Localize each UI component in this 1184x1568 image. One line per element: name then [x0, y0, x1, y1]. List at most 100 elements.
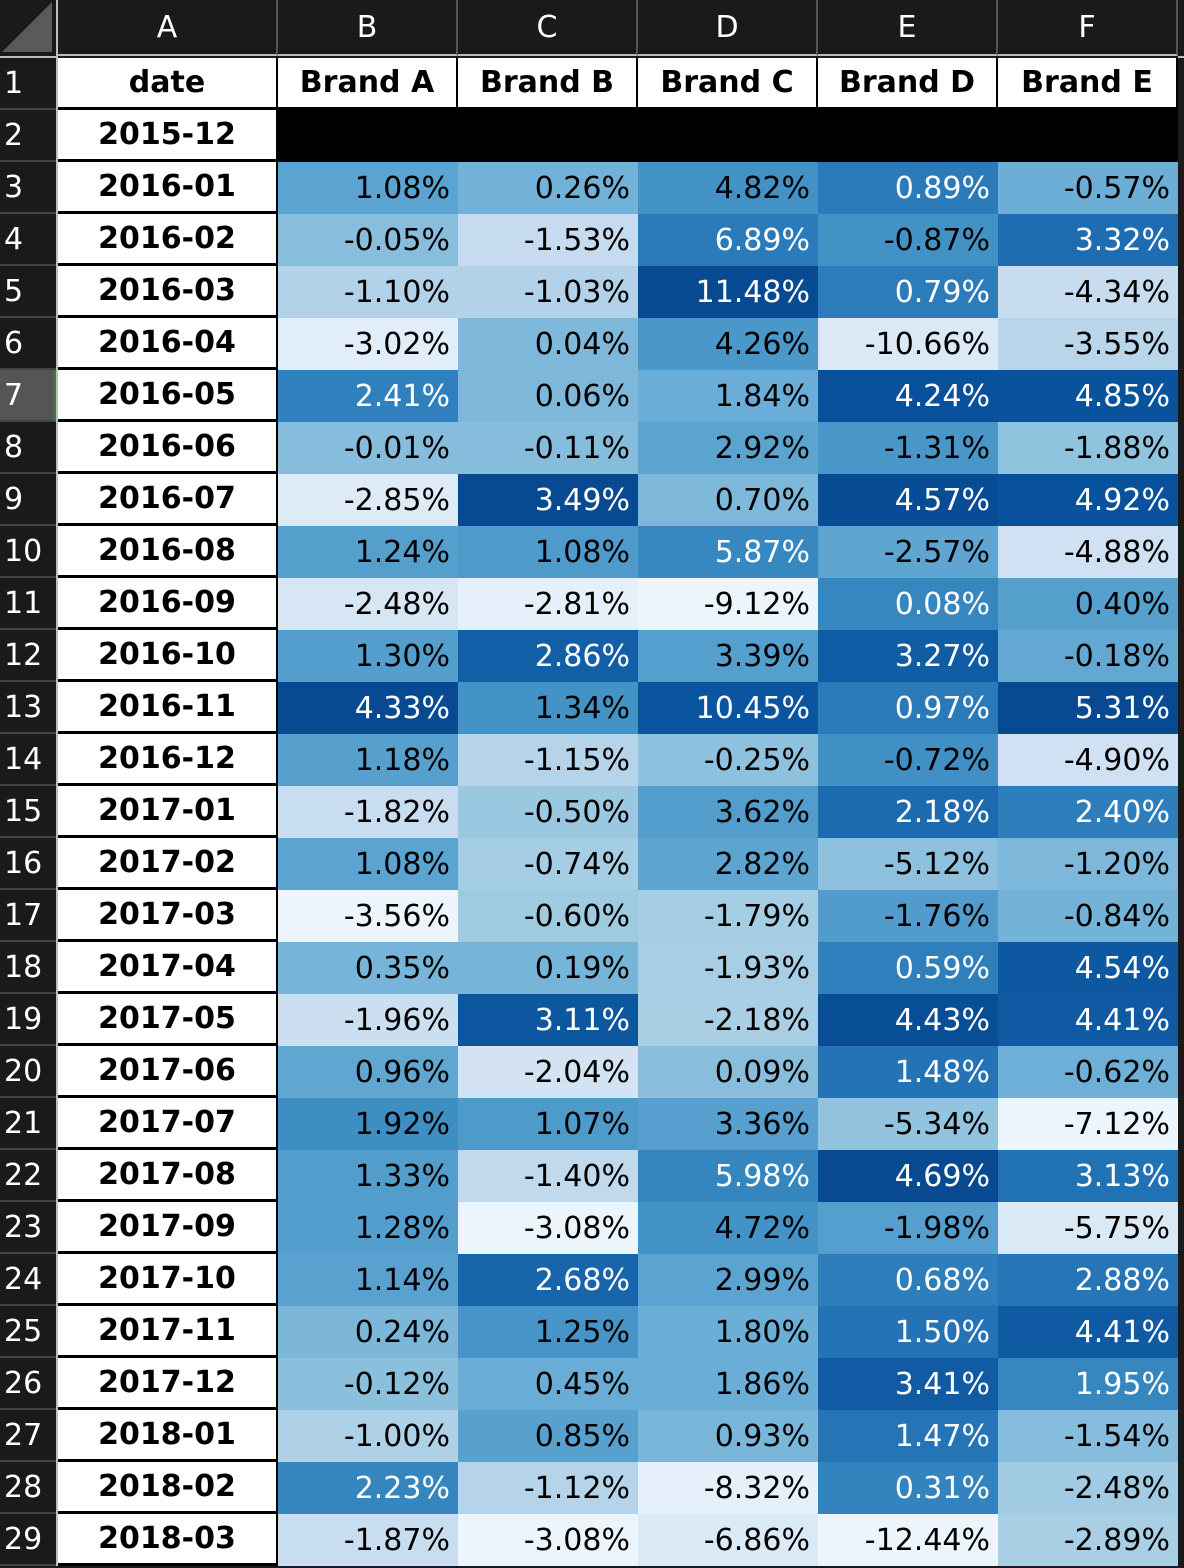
value-cell[interactable]: 0.26%: [458, 162, 638, 214]
row-header[interactable]: 23: [0, 1202, 56, 1254]
date-cell[interactable]: 2018-03: [58, 1514, 278, 1566]
row-header[interactable]: 3: [0, 162, 56, 214]
date-cell[interactable]: 2016-07: [58, 474, 278, 526]
date-cell[interactable]: 2017-11: [58, 1306, 278, 1358]
value-cell[interactable]: -0.62%: [998, 1046, 1178, 1098]
header-cell-brand-c[interactable]: Brand C: [638, 58, 818, 110]
value-cell[interactable]: 1.84%: [638, 370, 818, 422]
value-cell[interactable]: 5.98%: [638, 1150, 818, 1202]
column-header-c[interactable]: C: [458, 0, 638, 56]
value-cell[interactable]: 0.89%: [818, 162, 998, 214]
value-cell[interactable]: -2.89%: [998, 1514, 1178, 1566]
row-header[interactable]: 13: [0, 682, 56, 734]
date-cell[interactable]: 2017-01: [58, 786, 278, 838]
row-header[interactable]: 19: [0, 994, 56, 1046]
value-cell[interactable]: 2.82%: [638, 838, 818, 890]
header-cell-brand-b[interactable]: Brand B: [458, 58, 638, 110]
date-cell[interactable]: 2016-03: [58, 266, 278, 318]
header-cell-date[interactable]: date: [58, 58, 278, 110]
value-cell[interactable]: 4.72%: [638, 1202, 818, 1254]
date-cell[interactable]: 2017-04: [58, 942, 278, 994]
row-header[interactable]: 24: [0, 1254, 56, 1306]
value-cell[interactable]: -0.87%: [818, 214, 998, 266]
value-cell[interactable]: 4.92%: [998, 474, 1178, 526]
value-cell[interactable]: -1.53%: [458, 214, 638, 266]
value-cell[interactable]: 3.41%: [818, 1358, 998, 1410]
value-cell[interactable]: [278, 110, 458, 162]
value-cell[interactable]: -12.44%: [818, 1514, 998, 1566]
value-cell[interactable]: -2.57%: [818, 526, 998, 578]
header-cell-brand-d[interactable]: Brand D: [818, 58, 998, 110]
value-cell[interactable]: 1.18%: [278, 734, 458, 786]
value-cell[interactable]: -5.34%: [818, 1098, 998, 1150]
date-cell[interactable]: 2017-09: [58, 1202, 278, 1254]
value-cell[interactable]: -1.31%: [818, 422, 998, 474]
value-cell[interactable]: 3.36%: [638, 1098, 818, 1150]
value-cell[interactable]: 0.96%: [278, 1046, 458, 1098]
value-cell[interactable]: 4.41%: [998, 994, 1178, 1046]
value-cell[interactable]: 1.47%: [818, 1410, 998, 1462]
row-header[interactable]: 27: [0, 1410, 56, 1462]
value-cell[interactable]: -9.12%: [638, 578, 818, 630]
value-cell[interactable]: 1.95%: [998, 1358, 1178, 1410]
value-cell[interactable]: -2.48%: [998, 1462, 1178, 1514]
date-cell[interactable]: 2016-12: [58, 734, 278, 786]
value-cell[interactable]: 1.48%: [818, 1046, 998, 1098]
value-cell[interactable]: 1.08%: [458, 526, 638, 578]
value-cell[interactable]: -4.90%: [998, 734, 1178, 786]
value-cell[interactable]: 1.86%: [638, 1358, 818, 1410]
date-cell[interactable]: 2016-08: [58, 526, 278, 578]
value-cell[interactable]: 1.33%: [278, 1150, 458, 1202]
value-cell[interactable]: -5.12%: [818, 838, 998, 890]
value-cell[interactable]: -0.12%: [278, 1358, 458, 1410]
value-cell[interactable]: 3.13%: [998, 1150, 1178, 1202]
value-cell[interactable]: 1.25%: [458, 1306, 638, 1358]
date-cell[interactable]: 2017-03: [58, 890, 278, 942]
column-header-a[interactable]: A: [58, 0, 278, 56]
value-cell[interactable]: -0.11%: [458, 422, 638, 474]
date-cell[interactable]: 2017-02: [58, 838, 278, 890]
value-cell[interactable]: 1.50%: [818, 1306, 998, 1358]
value-cell[interactable]: 0.97%: [818, 682, 998, 734]
value-cell[interactable]: -1.82%: [278, 786, 458, 838]
value-cell[interactable]: 2.40%: [998, 786, 1178, 838]
value-cell[interactable]: -0.18%: [998, 630, 1178, 682]
value-cell[interactable]: 6.89%: [638, 214, 818, 266]
row-header[interactable]: 25: [0, 1306, 56, 1358]
value-cell[interactable]: 1.08%: [278, 838, 458, 890]
value-cell[interactable]: 2.86%: [458, 630, 638, 682]
value-cell[interactable]: 0.45%: [458, 1358, 638, 1410]
value-cell[interactable]: 11.48%: [638, 266, 818, 318]
row-header[interactable]: 2: [0, 110, 56, 162]
row-header[interactable]: 14: [0, 734, 56, 786]
value-cell[interactable]: -8.32%: [638, 1462, 818, 1514]
value-cell[interactable]: 0.59%: [818, 942, 998, 994]
date-cell[interactable]: 2016-02: [58, 214, 278, 266]
value-cell[interactable]: 0.68%: [818, 1254, 998, 1306]
value-cell[interactable]: 1.08%: [278, 162, 458, 214]
value-cell[interactable]: -0.25%: [638, 734, 818, 786]
row-header[interactable]: 7: [0, 370, 56, 422]
value-cell[interactable]: 2.99%: [638, 1254, 818, 1306]
value-cell[interactable]: 0.70%: [638, 474, 818, 526]
value-cell[interactable]: -2.04%: [458, 1046, 638, 1098]
value-cell[interactable]: -3.08%: [458, 1514, 638, 1566]
value-cell[interactable]: 1.92%: [278, 1098, 458, 1150]
row-header[interactable]: 15: [0, 786, 56, 838]
value-cell[interactable]: 3.49%: [458, 474, 638, 526]
value-cell[interactable]: -2.18%: [638, 994, 818, 1046]
row-header[interactable]: 10: [0, 526, 56, 578]
column-header-d[interactable]: D: [638, 0, 818, 56]
value-cell[interactable]: -10.66%: [818, 318, 998, 370]
value-cell[interactable]: 1.14%: [278, 1254, 458, 1306]
value-cell[interactable]: 4.82%: [638, 162, 818, 214]
date-cell[interactable]: 2016-05: [58, 370, 278, 422]
value-cell[interactable]: -5.75%: [998, 1202, 1178, 1254]
date-cell[interactable]: 2016-01: [58, 162, 278, 214]
value-cell[interactable]: 5.31%: [998, 682, 1178, 734]
value-cell[interactable]: 0.04%: [458, 318, 638, 370]
value-cell[interactable]: [998, 110, 1178, 162]
value-cell[interactable]: -1.20%: [998, 838, 1178, 890]
value-cell[interactable]: -0.01%: [278, 422, 458, 474]
value-cell[interactable]: -0.50%: [458, 786, 638, 838]
